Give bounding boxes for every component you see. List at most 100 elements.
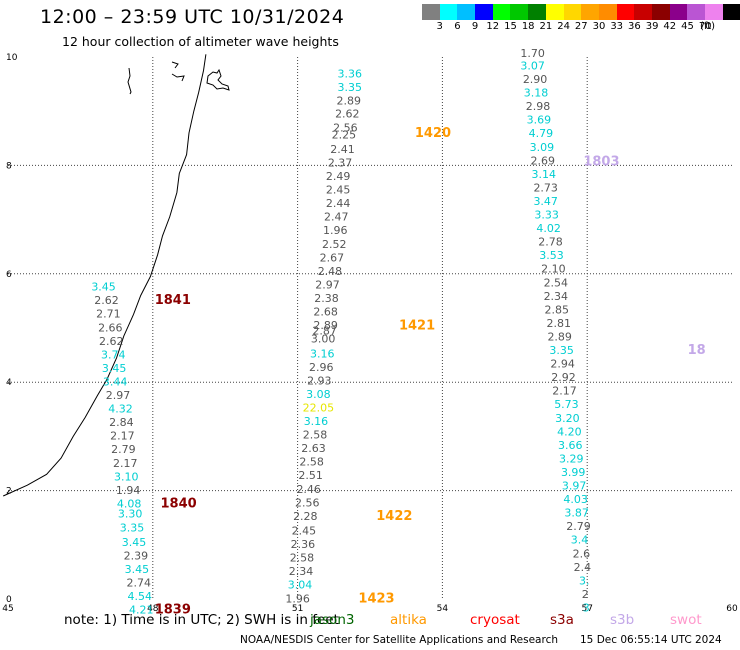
wave-height-label: 2.6 bbox=[573, 547, 591, 560]
wave-height-label: 3.00 bbox=[311, 333, 336, 346]
color-swatch bbox=[651, 4, 670, 20]
color-scale-label: 9 bbox=[471, 21, 479, 32]
wave-height-label: 2.47 bbox=[324, 211, 349, 224]
color-scale-label: 21 bbox=[539, 21, 553, 32]
wave-height-label: 4.21 bbox=[129, 604, 154, 617]
wave-height-label: 3.35 bbox=[549, 344, 574, 357]
wave-height-label: 2.78 bbox=[538, 236, 563, 249]
legend-item-swot: swot bbox=[670, 612, 702, 628]
wave-height-label: 3.04 bbox=[288, 579, 313, 592]
island-1 bbox=[127, 67, 132, 95]
wave-height-label: 22.05 bbox=[303, 401, 335, 414]
wave-height-label: 3.4 bbox=[571, 534, 589, 547]
pass-time-label: 1423 bbox=[358, 591, 394, 606]
pass-time-label: 18 bbox=[688, 343, 706, 358]
wave-height-label: 2.62 bbox=[335, 108, 360, 121]
wave-height-label: 2.10 bbox=[541, 263, 566, 276]
color-swatch bbox=[616, 4, 635, 20]
wave-height-label: 2.94 bbox=[550, 358, 575, 371]
wave-height-label: 3.35 bbox=[337, 81, 362, 94]
wave-height-label: 1.96 bbox=[323, 224, 348, 237]
wave-height-label: 3.45 bbox=[125, 563, 150, 576]
wave-height-label: 2.84 bbox=[109, 416, 134, 429]
wave-height-label: 3.14 bbox=[532, 168, 557, 181]
color-swatch bbox=[581, 4, 599, 20]
color-swatch bbox=[687, 4, 705, 20]
pass-time-label: 1839 bbox=[155, 603, 191, 618]
color-swatch bbox=[528, 4, 546, 20]
wave-height-label: 3.66 bbox=[558, 439, 583, 452]
wave-height-label: 2.58 bbox=[299, 456, 324, 469]
wave-height-label: 2.92 bbox=[551, 371, 576, 384]
wave-height-label: 3 bbox=[583, 601, 590, 614]
wave-height-label: 1.96 bbox=[285, 592, 310, 605]
generation-timestamp: 15 Dec 06:55:14 UTC 2024 bbox=[580, 634, 722, 646]
wave-height-label: 2.68 bbox=[313, 306, 338, 319]
wave-height-label: 3.44 bbox=[103, 375, 128, 388]
wave-height-label: 2.93 bbox=[307, 374, 332, 387]
page-subtitle: 12 hour collection of altimeter wave hei… bbox=[62, 34, 339, 49]
color-swatch bbox=[705, 4, 723, 20]
wave-height-label: 3.20 bbox=[555, 412, 580, 425]
footer-note: note: 1) Time is in UTC; 2) SWH is in fe… bbox=[64, 612, 339, 628]
wave-height-label: 4.08 bbox=[117, 497, 142, 510]
y-tick-label: 10 bbox=[6, 53, 18, 63]
wave-height-label: 2.58 bbox=[290, 552, 315, 565]
y-tick-label: 4 bbox=[6, 378, 12, 388]
color-scale-label: 30 bbox=[592, 21, 606, 32]
wave-height-label: 2.62 bbox=[94, 294, 119, 307]
color-scale-label: 70 bbox=[698, 21, 712, 32]
x-tick-label: 51 bbox=[292, 604, 303, 614]
wave-height-label: 3.16 bbox=[304, 415, 329, 428]
color-swatch bbox=[669, 4, 688, 20]
pass-time-label: 1803 bbox=[583, 154, 619, 169]
wave-height-label: 2.97 bbox=[315, 278, 340, 291]
wave-height-label: 2.58 bbox=[303, 429, 328, 442]
wave-height-label: 1.94 bbox=[116, 484, 141, 497]
pass-time-label: 1422 bbox=[376, 509, 412, 524]
wave-height-label: 4.32 bbox=[108, 403, 133, 416]
wave-height-label: 2.62 bbox=[99, 335, 124, 348]
wave-height-label: 3.97 bbox=[562, 480, 587, 493]
wave-height-label: 2.17 bbox=[552, 385, 577, 398]
wave-height-label: 4.02 bbox=[536, 222, 561, 235]
wave-height-label: 3.45 bbox=[102, 362, 127, 375]
color-scale-label: 12 bbox=[486, 21, 500, 32]
pass-time-label: 1421 bbox=[399, 319, 435, 334]
wave-height-label: 3.10 bbox=[114, 470, 139, 483]
color-scale-label: 6 bbox=[454, 21, 461, 32]
wave-height-label: 3.33 bbox=[534, 209, 559, 222]
wave-height-label: 2.89 bbox=[313, 319, 338, 332]
wave-height-label: 2.4 bbox=[574, 561, 592, 574]
color-swatch bbox=[545, 4, 564, 20]
legend-item-s3b: s3b bbox=[610, 612, 635, 628]
wave-height-label: 3.47 bbox=[533, 195, 558, 208]
altimeter-readings: 3.363.352.892.622.562.252.412.372.492.45… bbox=[91, 47, 591, 617]
island-3 bbox=[206, 68, 230, 91]
legend-item-jason3: jason3 bbox=[310, 612, 355, 628]
wave-height-label: 2.38 bbox=[314, 292, 339, 305]
legend-item-cryosat: cryosat bbox=[470, 612, 520, 628]
wave-height-label: 2.37 bbox=[328, 156, 353, 169]
wave-height-label: 2.74 bbox=[127, 577, 152, 590]
color-scale-label: 42 bbox=[663, 21, 677, 32]
wave-height-label: 2.96 bbox=[309, 361, 334, 374]
wave-height-label: 4.03 bbox=[563, 493, 588, 506]
wave-height-label: 3.45 bbox=[122, 536, 147, 549]
wave-height-label: 2.63 bbox=[301, 442, 326, 455]
color-scale-bar bbox=[422, 4, 740, 20]
wave-height-label: 2.89 bbox=[337, 95, 362, 108]
color-scale-label: 36 bbox=[628, 21, 641, 32]
y-tick-label: 2 bbox=[6, 487, 12, 497]
wave-height-label: 2.87 bbox=[312, 325, 337, 338]
legend-item-altika: altika bbox=[390, 612, 427, 628]
wave-height-label: 2.44 bbox=[326, 197, 351, 210]
axis-ticks: 45 48 51 54 57 60 0 2 4 6 8 10 bbox=[2, 53, 738, 614]
color-scale-label: 45 bbox=[681, 21, 694, 32]
wave-height-label: 3.18 bbox=[524, 87, 549, 100]
island-2 bbox=[171, 61, 185, 82]
wave-height-label: 2.73 bbox=[533, 181, 558, 194]
wave-height-label: 3.36 bbox=[337, 68, 362, 81]
wave-height-label: 2.48 bbox=[318, 265, 343, 278]
